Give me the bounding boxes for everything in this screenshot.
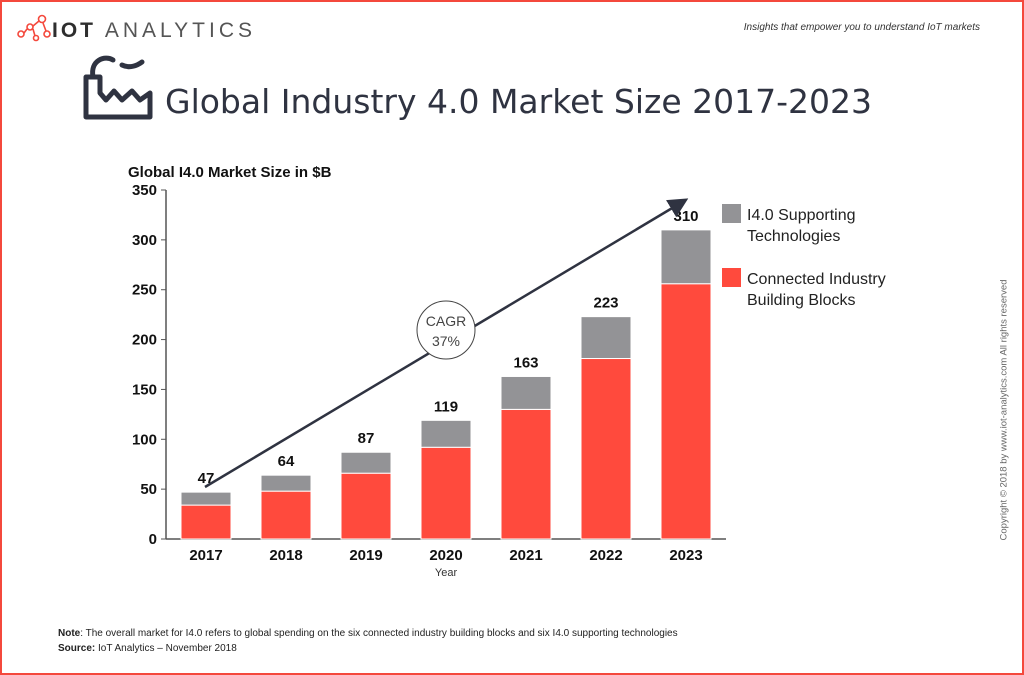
footnote: Note: The overall market for I4.0 refers…	[58, 628, 678, 639]
x-tick-label: 2022	[589, 547, 622, 564]
x-tick-label: 2017	[189, 547, 222, 564]
data-label: 223	[593, 295, 618, 312]
copyright: Copyright © 2018 by www.iot-analytics.co…	[998, 279, 1010, 541]
x-axis-label: Year	[435, 567, 458, 579]
x-tick-label: 2019	[349, 547, 382, 564]
bar-segment	[500, 408, 552, 540]
bar-segment	[340, 472, 392, 540]
bar-segment	[660, 283, 712, 540]
data-label: 119	[434, 398, 458, 415]
chart-title: Global I4.0 Market Size in $B	[128, 164, 332, 181]
bar-segment	[580, 358, 632, 540]
y-tick-label: 300	[132, 232, 157, 249]
brand-name: IOT ANALYTICS	[52, 19, 256, 42]
data-label: 163	[513, 354, 538, 371]
legend-swatch	[722, 268, 741, 287]
page-title: Global Industry 4.0 Market Size 2017-202…	[165, 82, 872, 121]
legend-label: Connected Industry	[747, 271, 886, 288]
bar-segment	[260, 474, 312, 492]
y-tick-label: 350	[132, 182, 157, 199]
bar-segment	[340, 451, 392, 474]
bar-segment	[580, 316, 632, 360]
factory-icon	[83, 55, 153, 120]
bar-segment	[180, 504, 232, 540]
y-tick-label: 200	[132, 332, 157, 349]
data-label: 87	[358, 430, 375, 447]
y-tick-label: 250	[132, 282, 157, 299]
bar-segment	[660, 229, 712, 285]
legend-label: I4.0 Supporting	[747, 207, 856, 224]
data-label: 310	[673, 208, 698, 225]
x-tick-label: 2021	[509, 547, 542, 564]
y-tick-label: 150	[132, 381, 157, 398]
cagr-circle	[416, 300, 476, 360]
tagline: Insights that empower you to understand …	[743, 22, 980, 33]
iot-logo-icon	[17, 14, 51, 42]
data-label: 47	[198, 470, 215, 487]
source: Source: IoT Analytics – November 2018	[58, 643, 237, 654]
x-tick-label: 2020	[429, 547, 462, 564]
x-tick-label: 2023	[669, 547, 702, 564]
y-tick-label: 100	[132, 431, 157, 448]
bar-segment	[180, 491, 232, 506]
y-tick-label: 0	[149, 531, 157, 548]
bar-segment	[420, 419, 472, 448]
cagr-label: CAGR	[426, 313, 466, 329]
bar-segment	[420, 446, 472, 540]
bar-segment	[260, 490, 312, 540]
y-tick-label: 50	[140, 481, 157, 498]
legend-label: Building Blocks	[747, 292, 856, 309]
cagr-value: 37%	[432, 333, 460, 349]
x-tick-label: 2018	[269, 547, 302, 564]
legend-swatch	[722, 204, 741, 223]
bar-segment	[500, 375, 552, 410]
data-label: 64	[278, 453, 295, 470]
legend-label: Technologies	[747, 228, 840, 245]
